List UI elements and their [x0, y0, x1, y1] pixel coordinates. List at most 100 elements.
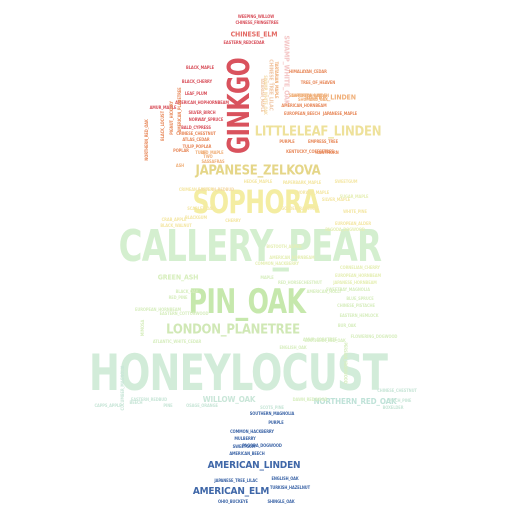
word-english-oak: ENGLISH_OAK	[279, 345, 307, 350]
word-black-cherry: BLACK_CHERRY	[181, 79, 213, 84]
word-eastern-redbud: EASTERN_REDBUD	[197, 187, 235, 192]
word-atlantic-white-cedar: ATLANTIC_WHITE_CEDAR	[152, 339, 202, 344]
word-red-pine: RED_PINE	[168, 295, 188, 300]
word-chinese-fringetree: CHINESE_FRINGETREE	[235, 20, 279, 25]
word-american-elm: AMERICAN_ELM	[192, 486, 270, 497]
word-common-hackberry: COMMON_HACKBERRY	[230, 429, 274, 434]
word-pignut-hickory: PIGNUT_HICKORY	[169, 101, 174, 135]
word-ginkgo: GINKGO	[222, 57, 257, 155]
word-black-maple: BLACK_MAPLE	[186, 65, 214, 70]
word-norway-spruce: NORWAY_SPRUCE	[188, 117, 224, 122]
word-crab-apple: CRAB_APPLE	[161, 217, 187, 222]
word-white-pine: WHITE_PINE	[343, 209, 367, 214]
word-chinese-tree-lilac: CHINESE_TREE_LILAC	[267, 59, 274, 111]
word-tulip: TULIP	[195, 150, 207, 155]
word-eastern-redcedar: EASTERN_REDCEDAR	[223, 40, 265, 45]
word-hawthorn: HAWTHORN	[315, 150, 339, 155]
word-english-oak: ENGLISH_OAK	[271, 476, 299, 481]
word-chinese-chestnut: CHINESE_CHESTNUT	[377, 388, 417, 393]
word-american-holly: AMERICAN_HOLLY	[306, 289, 342, 294]
word-silver-birch: SILVER_BIRCH	[188, 110, 216, 115]
word-weeping-willow: WEEPING_WILLOW	[237, 14, 275, 19]
word-london-planetree: LONDON_PLANETREE	[166, 322, 300, 338]
word-pin-oak: PIN_OAK	[188, 282, 306, 322]
word-sugar-maple: SUGAR_MAPLE	[339, 194, 369, 199]
word-pagoda-dogwood: PAGODA_DOGWOOD	[325, 227, 365, 232]
word-bigtooth-aspen: BIGTOOTH_ASPEN	[266, 244, 302, 249]
word-ohio-buckeye: OHIO_BUCKEYE	[218, 499, 248, 504]
word-sweetbay-magnolia: SWEETBAY_MAGNOLIA	[326, 287, 370, 292]
word-littleleaf-linden: LITTLELEAF_LINDEN	[254, 124, 382, 140]
word-callery-pear: CALLERY_PEAR	[118, 221, 382, 272]
word-scots-pine: SCOTS_PINE	[260, 405, 284, 410]
word-northern-red-oak: NORTHERN_RED_OAK	[144, 119, 149, 161]
word-european-alder: EUROPEAN_ALDER	[334, 221, 372, 226]
word-american-linden: AMERICAN_LINDEN	[207, 460, 301, 471]
word-bald-cypress: BALD_CYPRESS	[181, 125, 211, 130]
word-northern-red-oak: NORTHERN_RED_OAK	[313, 397, 397, 406]
word-willow-oak: WILLOW_OAK	[202, 395, 256, 404]
word-red-maple: RED_MAPLE	[200, 150, 224, 155]
word-beech: BEECH	[129, 400, 143, 405]
word-japanese-maple: JAPANESE_MAPLE	[322, 111, 358, 116]
word-southern-magnolia: SOUTHERN_MAGNOLIA	[249, 411, 295, 416]
word-european-linden: EUROPEAN_LINDEN	[291, 93, 329, 98]
word-kentucky-coffeetree: KENTUCKY_COFFEETREE	[286, 149, 334, 154]
word-eastern-cottonwood: EASTERN_COTTONWOOD	[159, 311, 209, 316]
word-green-ash: GREEN_ASH	[157, 273, 199, 282]
word-amur-corktree: AMUR_CORKTREE	[302, 337, 338, 342]
word-purple: PURPLE	[279, 139, 295, 144]
word-sophora: SOPHORA	[192, 183, 320, 221]
word-chinese-elm: CHINESE_ELM	[230, 30, 278, 39]
word-black-oak: BLACK_OAK	[175, 289, 199, 294]
word-bur-oak: BUR_OAK	[337, 323, 357, 328]
word-osage-orange: OSAGE_ORANGE	[186, 403, 218, 408]
word-poplar: POPLAR	[173, 148, 189, 153]
word-shingle-oak: SHINGLE_OAK	[267, 499, 295, 504]
word-pitch-pine: PITCH_PINE	[388, 398, 412, 403]
word-crimean-linden: CRIMEAN_LINDEN	[178, 187, 214, 192]
word-ash: ASH	[175, 163, 185, 168]
word-capps-apple: CAPPS_APPLE	[94, 403, 122, 408]
word-european-hornbeam: EUROPEAN_HORNBEAM	[135, 307, 181, 312]
word-sassafras: SASSAFRAS	[201, 159, 225, 164]
word-mulberry: MULBERRY	[234, 436, 256, 441]
word-flowering-dogwood: FLOWERING_DOGWOOD	[350, 334, 398, 339]
word-purple: PURPLE	[268, 420, 284, 425]
word-leaf-plum: LEAF_PLUM	[184, 91, 208, 96]
word-tartarian-maple: TARTARIAN_MAPLE	[274, 61, 279, 99]
word-sweetgum: SWEETGUM	[334, 179, 358, 184]
word-eastern-hemlock: EASTERN_HEMLOCK	[339, 313, 379, 318]
word-atlas-cedar: ATLAS_CEDAR	[182, 137, 210, 142]
word-pine: PINE	[163, 403, 173, 408]
word-silver-linden: SILVER_LINDEN	[304, 93, 356, 102]
word-persian-ironwood: PERSIAN_IRONWOOD	[343, 342, 348, 384]
word-shumard-oak: SHUMARD_OAK	[297, 97, 329, 102]
word-swamp-white-oak: SWAMP_WHITE_OAK	[263, 75, 268, 115]
word-hedge-maple: HEDGE_MAPLE	[243, 179, 273, 184]
word-chinese-chestnut: CHINESE_CHESTNUT	[176, 131, 216, 136]
word-eastern-redbud: EASTERN_REDBUD	[130, 397, 168, 402]
word-silver-maple: SILVER_MAPLE	[321, 197, 351, 202]
word-tree-of-heaven: TREE_OF_HEAVEN	[300, 80, 336, 85]
word-southern-red-oak: SOUTHERN_RED_OAK	[304, 338, 346, 343]
word-blue-spruce: BLUE_SPRUCE	[346, 296, 374, 301]
word-blackgum: BLACKGUM	[184, 215, 208, 220]
word-american-planetree: AMERICAN_PLANETREE	[177, 87, 182, 133]
word-two: TWO	[203, 154, 213, 159]
word-himalayan-cedar: HIMALAYAN_CEDAR	[289, 69, 327, 74]
word-norway-maple: NORWAY_MAPLE	[296, 190, 330, 195]
word-empress-tree: EMPRESS_TREE	[308, 139, 338, 144]
word-cherry: CHERRY	[225, 218, 241, 223]
word-american-hophornbeam: AMERICAN_HOPHORNBEAM	[175, 100, 229, 105]
word-paperbark-maple: PAPERBARK_MAPLE	[282, 180, 322, 185]
word-tulip-poplar: TULIP_POPLAR	[182, 144, 212, 149]
word-chinese-pistache: CHINESE_PISTACHE	[337, 303, 375, 308]
word-european-hornbeam: EUROPEAN_HORNBEAM	[335, 273, 381, 278]
word-common-hackberry: COMMON_HACKBERRY	[255, 261, 299, 266]
word-black-walnut: BLACK_WALNUT	[160, 223, 192, 228]
word-european-beech: EUROPEAN_BEECH	[283, 111, 321, 116]
word-american-hornbeam: AMERICAN_HORNBEAM	[281, 103, 327, 108]
word-pagoda-dogwood: PAGODA_DOGWOOD	[242, 443, 282, 448]
